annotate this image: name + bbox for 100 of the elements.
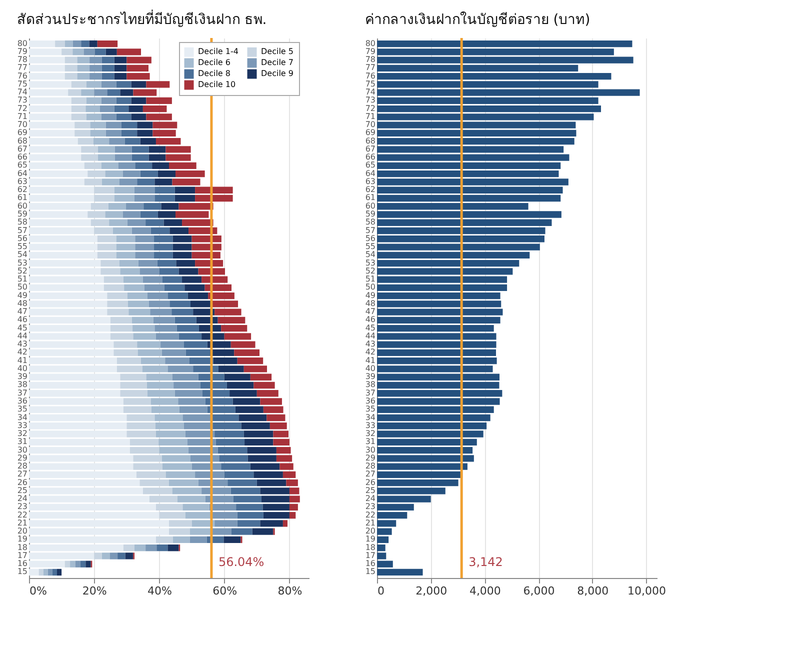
y-tick-label: 24	[17, 494, 28, 504]
y-tick-label: 72	[365, 104, 376, 113]
x-tick-label: 8,000	[577, 584, 609, 598]
y-tick-label: 65	[365, 160, 376, 170]
y-tick-label: 51	[365, 274, 376, 284]
y-tick-label: 29	[17, 453, 28, 462]
y-tick-label: 26	[17, 478, 28, 487]
y-tick-label: 41	[17, 356, 28, 365]
y-tick-label: 39	[17, 372, 28, 382]
y-tick-label: 18	[365, 542, 376, 552]
y-tick-label: 64	[365, 168, 376, 178]
y-tick-label: 54	[17, 250, 28, 260]
chart-title: สัดส่วนประชากรไทยที่มีบัญชีเงินฝาก ธพ.	[16, 10, 267, 28]
y-tick-label: 53	[17, 258, 28, 268]
y-tick-label: 40	[17, 364, 28, 373]
y-tick-label: 48	[365, 298, 376, 308]
bar	[125, 552, 134, 560]
legend-label: Decile 7	[261, 58, 294, 67]
y-tick-label: 60	[365, 201, 376, 210]
y-tick-label: 50	[365, 282, 376, 292]
y-tick-label: 63	[17, 176, 28, 186]
y-tick-label: 36	[365, 396, 376, 406]
y-tick-label: 79	[365, 46, 376, 56]
bar	[168, 544, 179, 552]
y-tick-label: 44	[365, 331, 376, 340]
legend-label: Decile 8	[198, 69, 230, 78]
legend-label: Decile 10	[198, 80, 236, 89]
y-tick-label: 41	[365, 356, 376, 365]
x-tick-label: 80%	[278, 584, 302, 598]
y-tick-label: 35	[17, 404, 28, 414]
x-tick-label: 2,000	[416, 584, 448, 598]
y-tick-label: 55	[17, 242, 28, 252]
y-tick-label: 59	[365, 210, 376, 219]
y-tick-label: 45	[365, 323, 376, 332]
y-tick-label: 20	[17, 526, 28, 536]
y-tick-label: 19	[17, 534, 28, 544]
y-tick-label: 61	[365, 193, 376, 202]
y-tick-label: 21	[17, 518, 28, 528]
y-tick-label: 39	[365, 372, 376, 382]
y-tick-label: 67	[17, 144, 28, 154]
bar	[81, 40, 90, 48]
y-tick-label: 59	[17, 210, 28, 219]
y-tick-label: 42	[17, 348, 28, 357]
y-tick-label: 33	[17, 420, 28, 430]
y-tick-label: 38	[17, 380, 28, 390]
legend-label: Decile 9	[261, 69, 294, 78]
y-tick-label: 30	[365, 445, 376, 454]
y-tick-label: 33	[365, 420, 376, 430]
ref-line-label: 3,142	[468, 555, 503, 569]
y-tick-label: 25	[365, 486, 376, 495]
bar	[282, 520, 288, 527]
y-tick-label: 48	[17, 298, 28, 308]
y-tick-label: 20	[365, 526, 376, 536]
x-tick-label: 6,000	[523, 584, 555, 598]
y-tick-label: 54	[365, 250, 376, 260]
y-tick-label: 56	[17, 234, 28, 243]
y-tick-label: 18	[17, 542, 28, 552]
y-tick-label: 49	[17, 290, 28, 300]
y-tick-label: 32	[17, 429, 28, 438]
y-tick-label: 35	[365, 404, 376, 414]
y-tick-label: 65	[17, 160, 28, 170]
y-tick-label: 57	[365, 226, 376, 235]
y-tick-label: 38	[365, 380, 376, 390]
y-tick-label: 50	[17, 282, 28, 292]
y-tick-label: 26	[365, 478, 376, 487]
x-tick-label: 60%	[212, 584, 238, 598]
bar	[72, 40, 82, 48]
y-tick-label: 24	[365, 494, 376, 504]
bar	[89, 40, 98, 48]
y-tick-label: 56	[365, 234, 376, 243]
y-tick-label: 72	[17, 104, 28, 113]
y-tick-label: 45	[17, 323, 28, 332]
y-tick-label: 47	[17, 307, 28, 316]
y-tick-label: 52	[17, 266, 28, 276]
chart-title: ค่ากลางเงินฝากในบัญชีต่อราย (บาท)	[364, 10, 590, 28]
y-tick-label: 70	[365, 120, 376, 130]
ref-line-label: 56.04%	[218, 555, 264, 569]
x-tick-label: 0	[378, 584, 384, 598]
bar	[172, 536, 190, 544]
y-tick-label: 17	[17, 550, 28, 560]
y-tick-label: 55	[365, 242, 376, 252]
bar	[146, 544, 157, 552]
y-tick-label: 60	[17, 201, 28, 210]
y-tick-label: 49	[365, 290, 376, 300]
y-tick-label: 52	[365, 266, 376, 276]
legend-label: Decile 1-4	[198, 47, 238, 56]
y-tick-label: 77	[365, 63, 376, 72]
y-tick-label: 71	[365, 112, 376, 121]
x-tick-label: 20%	[82, 584, 107, 598]
y-tick-label: 32	[365, 429, 376, 438]
bar	[134, 544, 146, 552]
y-tick-label: 28	[17, 462, 28, 471]
y-tick-label: 28	[365, 462, 376, 471]
y-tick-label: 73	[17, 96, 28, 105]
y-tick-label: 71	[17, 112, 28, 121]
y-tick-label: 43	[17, 340, 28, 349]
bar	[43, 568, 48, 576]
x-tick-label: 4,000	[469, 584, 501, 598]
bar	[64, 560, 70, 568]
y-tick-label: 78	[17, 55, 28, 64]
